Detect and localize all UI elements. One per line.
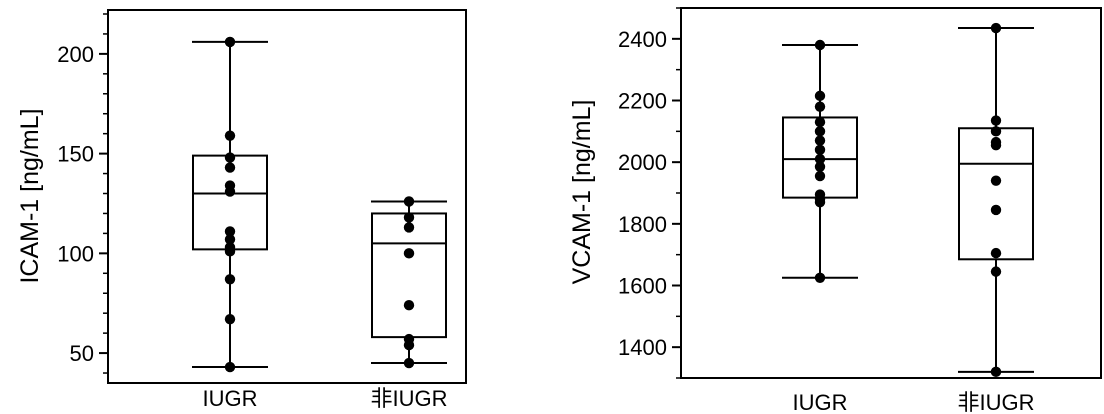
data-point [224,36,236,48]
icam-y-axis-label: ICAM-1 [ng/mL] [16,108,44,283]
vcam-x-tick-label: 非IUGR [957,390,1034,414]
vcam-y-axis: 1400 1600 1800 2000 2200 2400 [618,7,681,379]
data-point [990,266,1002,277]
icam-chart: 50 100 150 200 IUGR 非IUGR ICAM-1 [ng/mL] [16,9,467,411]
data-point [990,366,1002,378]
vcam-y-tick-label: 1600 [618,274,667,299]
icam-x-tick-label: 非IUGR [370,386,447,411]
icam-y-tick-label: 50 [70,341,94,366]
icam-boxes [192,36,447,373]
data-point [224,234,236,245]
vcam-y-axis-label: VCAM-1 [ng/mL] [568,100,596,285]
data-point [990,247,1002,259]
data-point [403,222,415,233]
icam-y-axis: 50 100 150 200 [57,13,108,374]
data-point [814,116,826,128]
data-point [814,161,826,172]
data-point [814,126,826,137]
data-point [403,212,415,223]
data-point [814,135,826,146]
data-point [403,248,415,259]
vcam-x-tick-label: IUGR [793,390,848,414]
icam-x-tick-label: IUGR [203,386,258,411]
vcam-plot-frame [680,7,1102,379]
data-point [403,357,415,369]
data-point [224,162,236,173]
data-point [224,361,236,373]
data-point [990,140,1002,151]
icam-plot-frame [107,9,467,384]
data-point [990,204,1002,216]
data-point [403,339,415,351]
vcam-boxes [782,22,1034,378]
data-point [403,300,415,311]
icam-box-group [192,36,268,373]
data-point [224,246,236,257]
data-point [224,226,236,237]
data-point [990,175,1002,186]
data-point [224,186,236,197]
vcam-box-group [782,39,858,283]
data-point [814,153,826,165]
vcam-chart: 1400 1600 1800 2000 2200 2400 IUGR 非IUGR VCAM-… [568,7,1102,414]
data-point [814,101,826,112]
data-point [224,152,236,163]
vcam-y-tick-label: 2000 [618,150,667,175]
data-point [990,22,1002,34]
data-point [814,170,826,182]
icam-y-tick-label: 200 [57,42,94,67]
data-point [224,313,236,325]
data-point [224,274,236,285]
data-point [990,115,1002,126]
vcam-x-axis: IUGR 非IUGR [793,390,1035,414]
icam-y-tick-label: 100 [57,241,94,266]
icam-x-axis: IUGR 非IUGR [203,386,448,411]
data-point [990,126,1002,137]
vcam-box-group [958,22,1034,378]
data-point [403,196,415,207]
vcam-y-tick-label: 1800 [618,212,667,237]
vcam-y-tick-label: 2400 [618,27,667,52]
icam-box-group [371,196,447,369]
vcam-y-tick-label: 2200 [618,89,667,114]
data-point [224,130,236,141]
data-point [814,90,826,102]
data-point [814,197,826,208]
data-point [814,144,826,156]
vcam-y-tick-label: 1400 [618,335,667,360]
data-point [814,272,826,283]
data-point [814,39,826,51]
icam-y-tick-label: 150 [57,142,94,167]
